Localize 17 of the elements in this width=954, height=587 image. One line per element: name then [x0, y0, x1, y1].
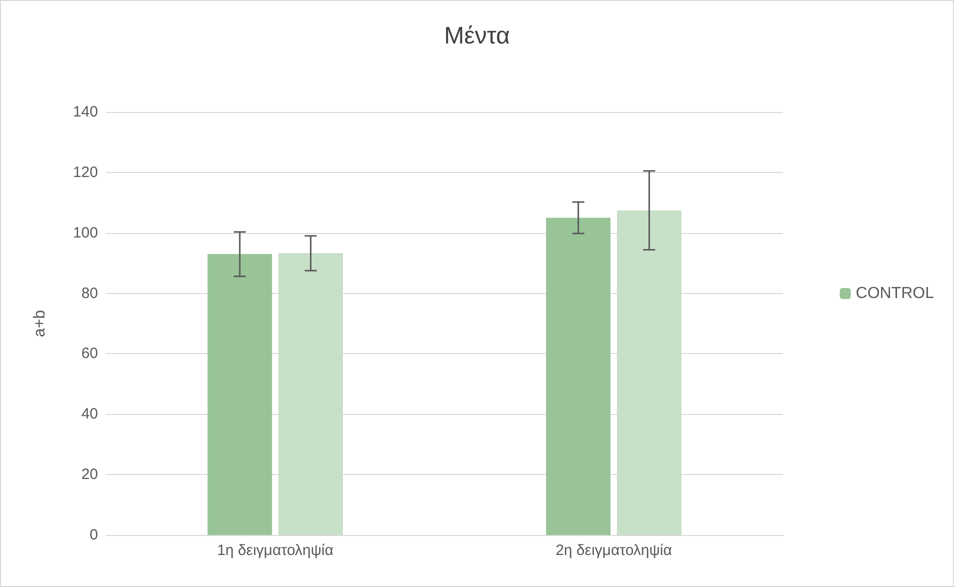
legend-label: CONTROL: [856, 285, 934, 302]
y-tick-label: 40: [81, 406, 98, 423]
bar: [546, 218, 611, 535]
bar: [616, 210, 682, 535]
y-tick-label: 100: [72, 224, 98, 242]
bar: [278, 253, 343, 535]
chart-title: Μέντα: [444, 22, 510, 50]
y-tick-label: 60: [81, 345, 98, 362]
y-tick-label: 0: [90, 526, 98, 544]
y-axis-title: a+b: [32, 310, 48, 338]
bar: [208, 254, 272, 535]
y-tick-label: 80: [81, 284, 98, 302]
y-tick-label: 120: [72, 164, 98, 181]
y-tick-label: 20: [81, 466, 98, 484]
x-tick-label: 2η δειγματοληψία: [556, 542, 672, 559]
y-tick-label: 140: [72, 104, 98, 120]
x-tick-label: 1η δειγματοληψία: [217, 542, 334, 559]
